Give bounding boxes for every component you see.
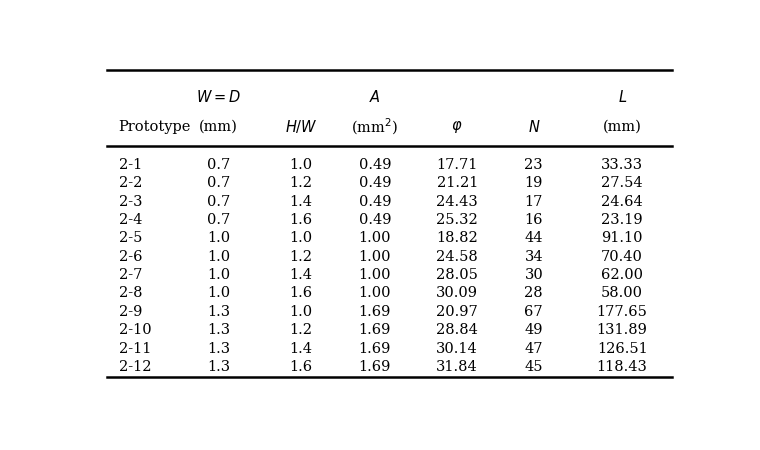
Text: 58.00: 58.00 <box>601 287 643 301</box>
Text: 0.49: 0.49 <box>359 213 391 227</box>
Text: 34: 34 <box>524 250 543 264</box>
Text: 1.3: 1.3 <box>207 323 230 337</box>
Text: 0.49: 0.49 <box>359 158 391 172</box>
Text: 49: 49 <box>524 323 543 337</box>
Text: 1.69: 1.69 <box>359 323 391 337</box>
Text: 118.43: 118.43 <box>597 360 648 374</box>
Text: (mm): (mm) <box>199 120 238 134</box>
Text: 2-4: 2-4 <box>119 213 142 227</box>
Text: 17.71: 17.71 <box>436 158 478 172</box>
Text: 1.3: 1.3 <box>207 360 230 374</box>
Text: 1.3: 1.3 <box>207 342 230 356</box>
Text: 1.0: 1.0 <box>207 287 230 301</box>
Text: 67: 67 <box>524 305 543 319</box>
Text: 24.64: 24.64 <box>601 194 643 209</box>
Text: 126.51: 126.51 <box>597 342 648 356</box>
Text: 2-1: 2-1 <box>119 158 142 172</box>
Text: 24.58: 24.58 <box>436 250 478 264</box>
Text: 62.00: 62.00 <box>601 268 643 282</box>
Text: 30: 30 <box>524 268 543 282</box>
Text: 1.69: 1.69 <box>359 360 391 374</box>
Text: 0.7: 0.7 <box>207 176 230 190</box>
Text: 1.69: 1.69 <box>359 305 391 319</box>
Text: 2-10: 2-10 <box>119 323 151 337</box>
Text: 1.3: 1.3 <box>207 305 230 319</box>
Text: 1.4: 1.4 <box>290 194 312 209</box>
Text: 28: 28 <box>524 287 543 301</box>
Text: (mm): (mm) <box>603 120 641 134</box>
Text: 28.05: 28.05 <box>436 268 478 282</box>
Text: 1.0: 1.0 <box>290 158 312 172</box>
Text: 1.2: 1.2 <box>290 250 312 264</box>
Text: 20.97: 20.97 <box>436 305 478 319</box>
Text: 27.54: 27.54 <box>601 176 643 190</box>
Text: 17: 17 <box>524 194 543 209</box>
Text: 0.49: 0.49 <box>359 194 391 209</box>
Text: 1.0: 1.0 <box>290 231 312 245</box>
Text: 1.2: 1.2 <box>290 323 312 337</box>
Text: 131.89: 131.89 <box>597 323 648 337</box>
Text: 23: 23 <box>524 158 543 172</box>
Text: $W = D$: $W = D$ <box>196 89 241 105</box>
Text: 0.7: 0.7 <box>207 213 230 227</box>
Text: 70.40: 70.40 <box>601 250 643 264</box>
Text: $\varphi$: $\varphi$ <box>451 119 463 135</box>
Text: 1.6: 1.6 <box>290 287 312 301</box>
Text: 2-5: 2-5 <box>119 231 142 245</box>
Text: 2-6: 2-6 <box>119 250 142 264</box>
Text: 23.19: 23.19 <box>601 213 643 227</box>
Text: 2-9: 2-9 <box>119 305 142 319</box>
Text: 1.0: 1.0 <box>207 231 230 245</box>
Text: 91.10: 91.10 <box>601 231 643 245</box>
Text: 21.21: 21.21 <box>436 176 478 190</box>
Text: $N$: $N$ <box>527 119 540 135</box>
Text: 25.32: 25.32 <box>436 213 478 227</box>
Text: 177.65: 177.65 <box>597 305 648 319</box>
Text: 1.2: 1.2 <box>290 176 312 190</box>
Text: 1.00: 1.00 <box>359 268 391 282</box>
Text: 16: 16 <box>524 213 543 227</box>
Text: 1.69: 1.69 <box>359 342 391 356</box>
Text: 2-7: 2-7 <box>119 268 142 282</box>
Text: Prototype: Prototype <box>119 120 191 134</box>
Text: 44: 44 <box>524 231 543 245</box>
Text: 1.6: 1.6 <box>290 213 312 227</box>
Text: 19: 19 <box>524 176 543 190</box>
Text: 2-3: 2-3 <box>119 194 142 209</box>
Text: $H/W$: $H/W$ <box>285 118 318 135</box>
Text: 1.6: 1.6 <box>290 360 312 374</box>
Text: 1.0: 1.0 <box>290 305 312 319</box>
Text: 1.0: 1.0 <box>207 268 230 282</box>
Text: 1.4: 1.4 <box>290 268 312 282</box>
Text: 1.00: 1.00 <box>359 287 391 301</box>
Text: 24.43: 24.43 <box>436 194 478 209</box>
Text: 47: 47 <box>524 342 543 356</box>
Text: 28.84: 28.84 <box>436 323 478 337</box>
Text: (mm$^2$): (mm$^2$) <box>351 117 398 137</box>
Text: 1.4: 1.4 <box>290 342 312 356</box>
Text: 0.49: 0.49 <box>359 176 391 190</box>
Text: 30.14: 30.14 <box>436 342 478 356</box>
Text: 1.00: 1.00 <box>359 250 391 264</box>
Text: 2-11: 2-11 <box>119 342 151 356</box>
Text: 2-12: 2-12 <box>119 360 151 374</box>
Text: 0.7: 0.7 <box>207 194 230 209</box>
Text: 1.0: 1.0 <box>207 250 230 264</box>
Text: 45: 45 <box>524 360 543 374</box>
Text: 18.82: 18.82 <box>436 231 478 245</box>
Text: $A$: $A$ <box>369 89 381 105</box>
Text: 33.33: 33.33 <box>601 158 643 172</box>
Text: 2-2: 2-2 <box>119 176 142 190</box>
Text: 1.00: 1.00 <box>359 231 391 245</box>
Text: 2-8: 2-8 <box>119 287 142 301</box>
Text: 31.84: 31.84 <box>436 360 478 374</box>
Text: 0.7: 0.7 <box>207 158 230 172</box>
Text: $L$: $L$ <box>618 89 627 105</box>
Text: 30.09: 30.09 <box>436 287 478 301</box>
